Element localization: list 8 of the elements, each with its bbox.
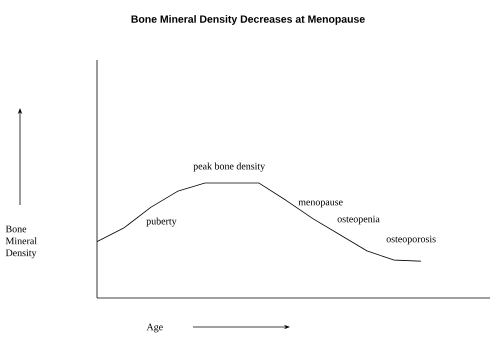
annotation: osteoporosis bbox=[386, 236, 436, 244]
x-axis-title: Age bbox=[146, 324, 163, 332]
annotation: puberty bbox=[146, 217, 177, 227]
annotation: menopause bbox=[298, 200, 343, 208]
chart-title: Bone Mineral Density Decreases at Menopause bbox=[132, 15, 365, 25]
y-axis-title: Bone Mineral Density bbox=[6, 226, 37, 258]
text: peak bone density bbox=[193, 162, 266, 172]
annotation: osteopenia bbox=[338, 216, 380, 224]
